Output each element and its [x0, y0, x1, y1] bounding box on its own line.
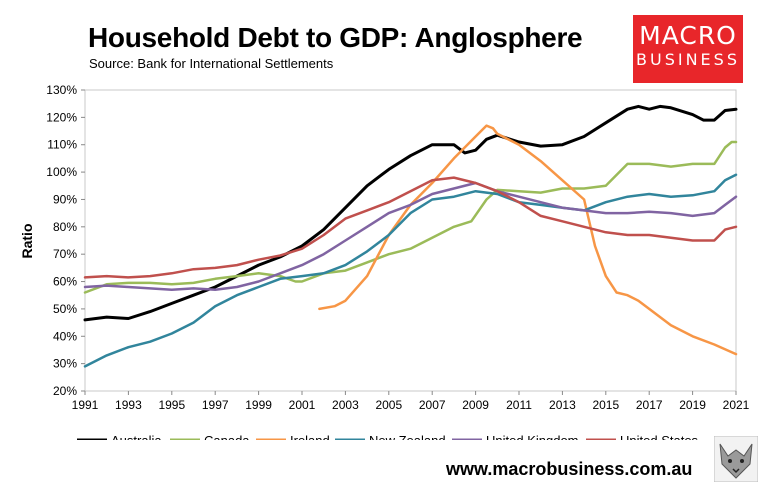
logo-line-2: BUSINESS	[636, 50, 740, 69]
series-line-australia	[83, 104, 738, 322]
legend-label: New Zealand	[369, 433, 446, 440]
x-tick-label: 2017	[636, 398, 663, 412]
y-axis-label: Ratio	[19, 224, 35, 259]
series-line-canada	[83, 140, 738, 294]
legend-label: United Kingdom	[486, 433, 579, 440]
x-tick-label: 2019	[679, 398, 706, 412]
wolf-icon	[714, 436, 758, 482]
legend-label: Ireland	[290, 433, 330, 440]
x-tick-label: 1993	[115, 398, 142, 412]
x-tick-label: 1999	[245, 398, 272, 412]
x-axis: 1991 1993 1995 1997 1999 2001 2003 2005 2007 2009…	[72, 391, 750, 412]
website-url[interactable]: www.macrobusiness.com.au	[446, 459, 693, 479]
legend-label: Canada	[204, 433, 250, 440]
legend: Australia Canada Ireland New Zealand United …	[77, 433, 699, 440]
x-tick-label: 2015	[592, 398, 619, 412]
plot-area	[84, 89, 737, 392]
x-tick-label: 1991	[72, 398, 99, 412]
x-tick-label: 2011	[506, 398, 532, 412]
y-tick-label: 30%	[53, 357, 77, 371]
x-tick-label: 2021	[723, 398, 750, 412]
macrobusiness-logo: MACRO BUSINESS	[633, 15, 743, 83]
x-tick-label: 2009	[462, 398, 489, 412]
series-lines	[83, 104, 738, 368]
legend-label: Australia	[111, 433, 162, 440]
series-line-new-zealand	[83, 173, 738, 368]
y-axis: 20% 30% 40% 50% 60% 70% 80% 90% 100% 110% 120% 130%	[46, 83, 85, 398]
y-tick-label: 70%	[53, 247, 77, 261]
y-tick-label: 120%	[46, 110, 77, 124]
logo-line-1: MACRO	[639, 21, 737, 50]
y-tick-label: 130%	[46, 83, 77, 97]
x-tick-label: 1995	[158, 398, 185, 412]
chart-source: Source: Bank for International Settlemen…	[89, 56, 334, 71]
y-tick-label: 100%	[46, 165, 77, 179]
y-tick-label: 40%	[53, 329, 77, 343]
legend-label: United States	[620, 433, 699, 440]
y-tick-label: 20%	[53, 384, 77, 398]
x-tick-label: 1997	[202, 398, 229, 412]
x-tick-label: 2005	[375, 398, 402, 412]
y-tick-label: 80%	[53, 220, 77, 234]
y-tick-label: 90%	[53, 192, 77, 206]
series-line-united-kingdom	[83, 181, 738, 292]
x-tick-label: 2003	[332, 398, 359, 412]
series-line-united-states	[83, 176, 738, 279]
line-chart: Ratio 20% 30% 40% 50% 60% 70% 80% 90% 100% 110% 12…	[19, 83, 750, 440]
y-tick-label: 110%	[47, 138, 77, 152]
x-tick-label: 2001	[289, 398, 316, 412]
x-tick-label: 2013	[549, 398, 576, 412]
y-tick-label: 50%	[53, 302, 77, 316]
y-tick-label: 60%	[53, 275, 77, 289]
chart-title: Household Debt to GDP: Anglosphere	[88, 22, 583, 53]
x-tick-label: 2007	[419, 398, 446, 412]
